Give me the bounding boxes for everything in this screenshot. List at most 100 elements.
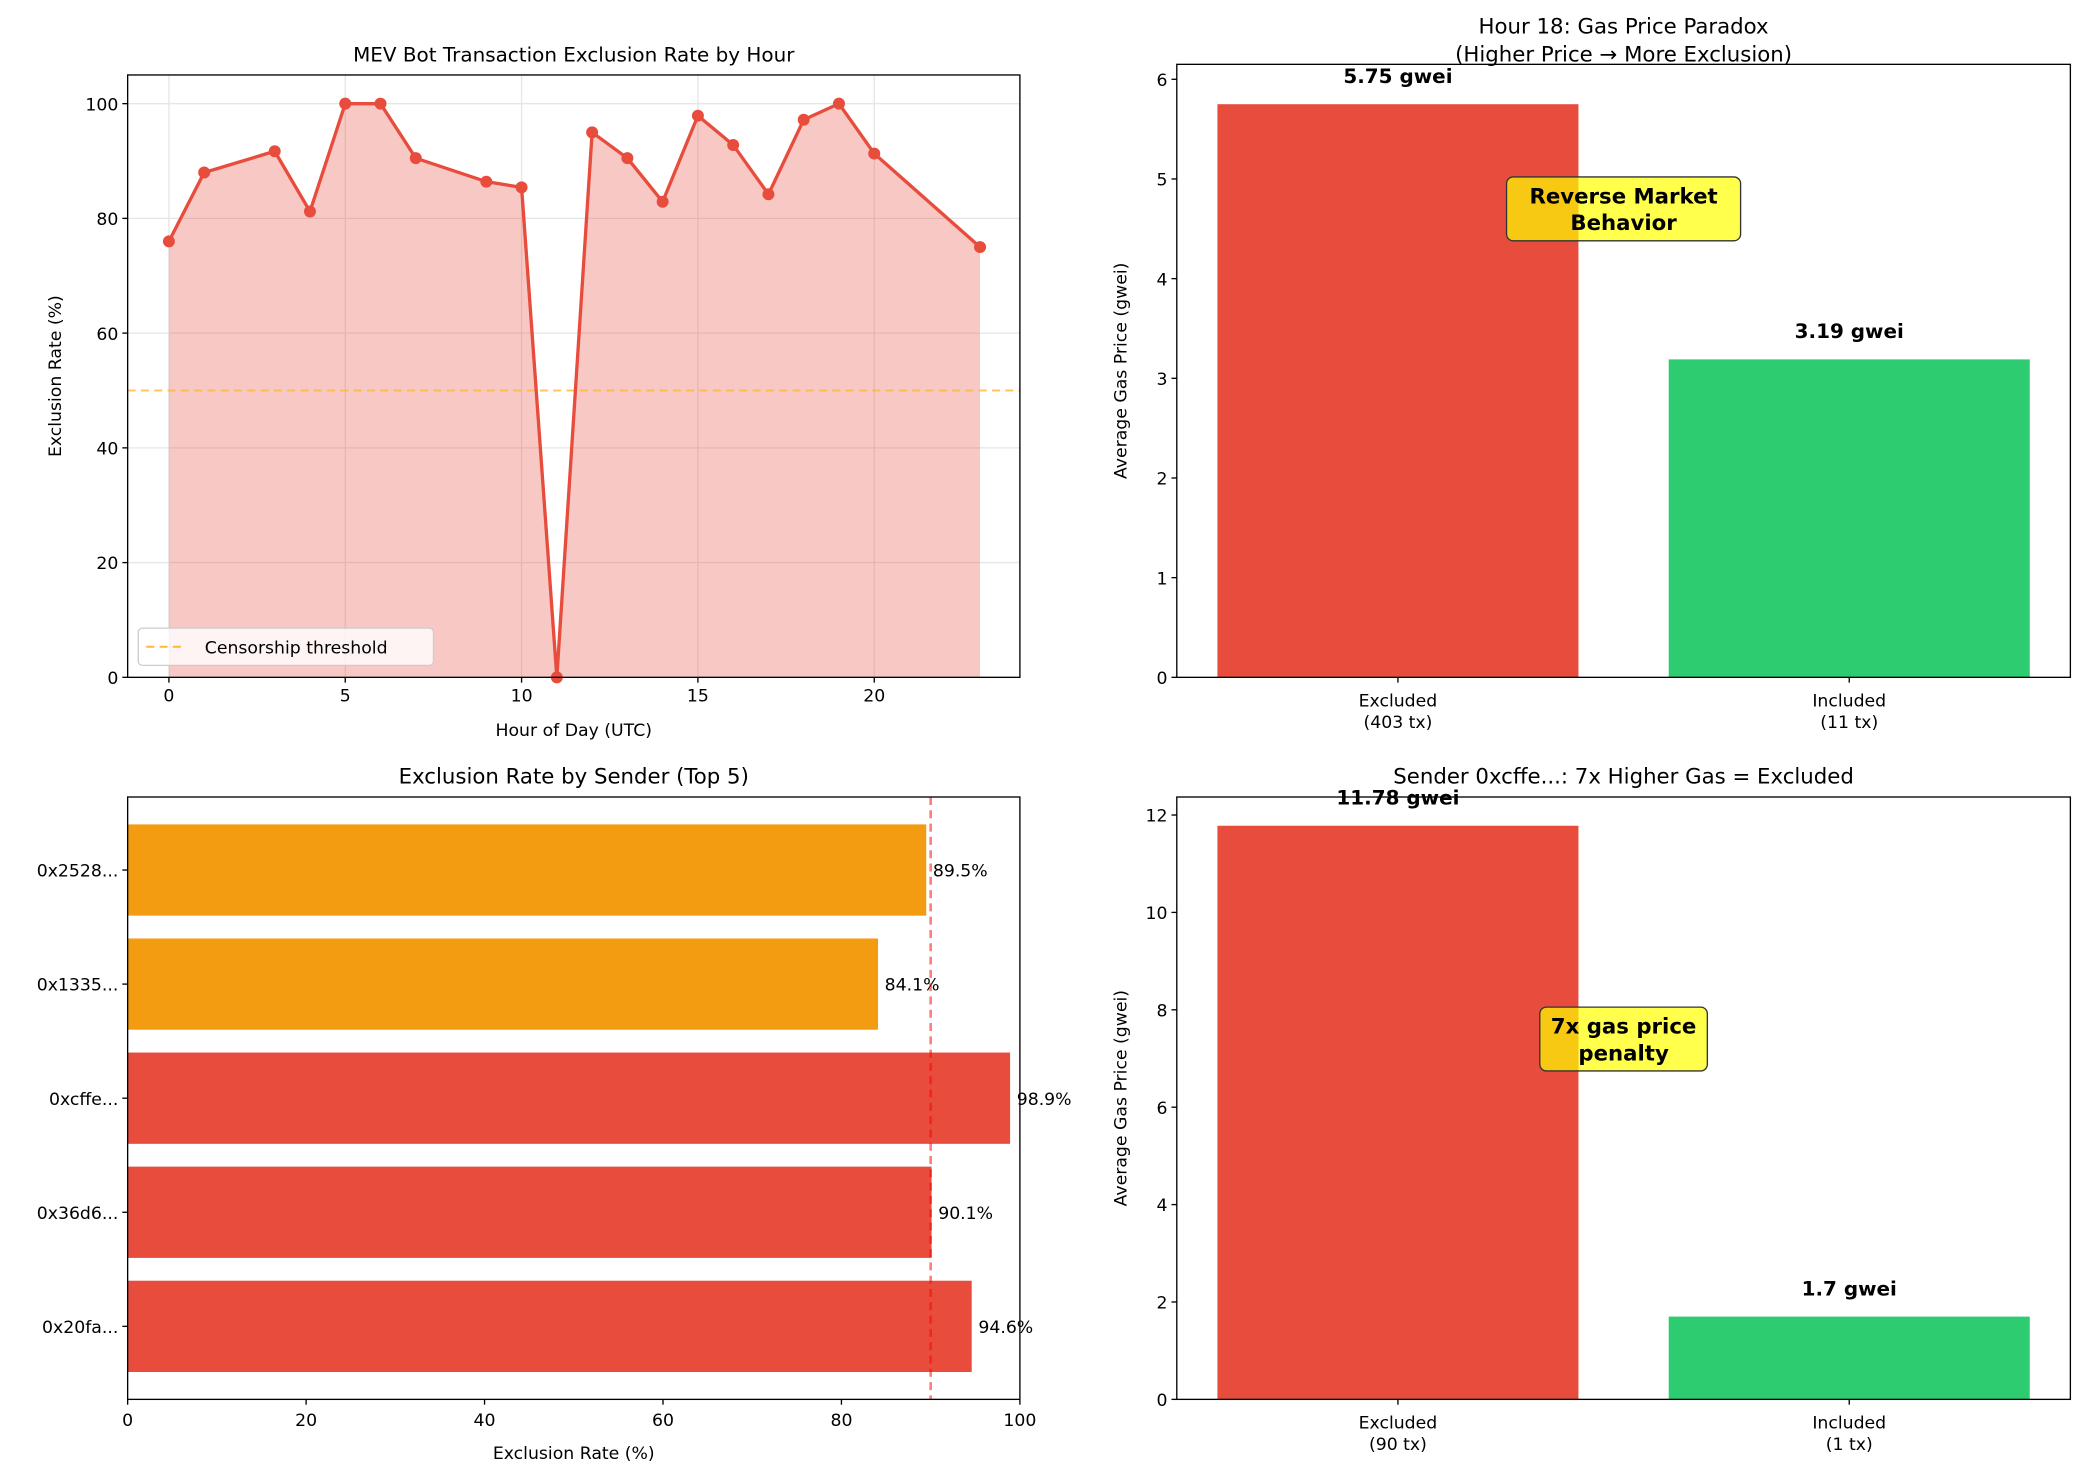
x-tick-label: 100 — [1003, 1411, 1036, 1431]
bar-value-label: 94.6% — [978, 1318, 1033, 1338]
y-tick-label: 20 — [96, 554, 118, 574]
x-tick-label: 20 — [863, 686, 885, 706]
annotation-text: Reverse Market — [1529, 185, 1717, 210]
bar — [1668, 1316, 2030, 1400]
area-fill — [168, 103, 981, 678]
data-point — [586, 126, 599, 139]
x-tick-label: Included — [1812, 692, 1886, 712]
data-point — [303, 205, 316, 218]
data-point — [656, 195, 669, 208]
bar — [127, 938, 879, 1030]
x-tick-label: 60 — [652, 1411, 674, 1431]
x-tick-label: 15 — [687, 686, 709, 706]
y-tick-label: 2 — [1156, 1294, 1167, 1314]
axes-frame — [1176, 796, 2072, 1401]
bar-value-label: 84.1% — [885, 976, 940, 996]
data-point — [621, 152, 634, 165]
bar-value-label: 89.5% — [933, 862, 988, 882]
bar-value-label: 5.75 gwei — [1343, 64, 1452, 88]
y-tick-label: 0x1335... — [37, 976, 119, 996]
legend — [137, 627, 435, 667]
annotation-text: penalty — [1578, 1041, 1669, 1066]
x-tick-label: 5 — [340, 686, 351, 706]
x-tick-label: 10 — [511, 686, 533, 706]
data-point — [480, 175, 493, 188]
legend-label: Censorship threshold — [205, 638, 388, 658]
bar — [1217, 825, 1579, 1400]
x-tick-label: 20 — [295, 1411, 317, 1431]
bar — [127, 1052, 1011, 1144]
data-point — [868, 147, 881, 160]
y-tick-label: 2 — [1156, 470, 1167, 490]
chart-subtitle: (Higher Price → More Exclusion) — [1455, 43, 1792, 68]
data-point — [409, 152, 422, 165]
y-tick-label: 6 — [1156, 1099, 1167, 1119]
y-tick-label: 0x2528... — [37, 862, 119, 882]
bar-value-label: 90.1% — [938, 1204, 993, 1224]
annotation-text: 7x gas price — [1551, 1015, 1697, 1040]
line-chart: 0 5 10 15 20 0 20 40 60 80 100 Censorship threshold… — [46, 43, 1020, 741]
data-point — [727, 138, 740, 151]
bar-value-label: 98.9% — [1017, 1090, 1072, 1110]
data-point — [832, 97, 845, 110]
y-tick-label: 0 — [107, 669, 118, 689]
y-tick-label: 0xcffe... — [49, 1090, 118, 1110]
x-tick-label: 0 — [122, 1411, 133, 1431]
y-tick-label: 0x36d6... — [37, 1204, 119, 1224]
bar — [127, 1280, 972, 1372]
annotation-box — [1505, 176, 1742, 242]
bar — [127, 1166, 932, 1258]
data-point — [515, 181, 528, 194]
chart-title: Sender 0xcffe...: 7x Higher Gas = Exclud… — [1393, 765, 1854, 790]
y-tick-label: 3 — [1156, 370, 1167, 390]
x-tick-label: Excluded — [1359, 1414, 1438, 1434]
y-tick-label: 80 — [96, 210, 118, 230]
data-point — [797, 113, 810, 126]
y-tick-label: 0 — [1156, 669, 1167, 689]
y-tick-label: 0 — [1156, 1391, 1167, 1411]
x-axis-label: Hour of Day (UTC) — [496, 721, 653, 741]
y-tick-label: 6 — [1156, 71, 1167, 91]
x-tick-label: (90 tx) — [1369, 1435, 1427, 1455]
bar-value-label: 3.19 gwei — [1795, 319, 1904, 343]
sender-barh-chart: 94.6% 0x20fa... 90.1% 0x36d6... 98.9% 0xcffe.… — [37, 765, 1072, 1464]
y-tick-label: 5 — [1156, 171, 1167, 191]
y-tick-label: 100 — [85, 95, 118, 115]
y-tick-label: 4 — [1156, 270, 1167, 290]
bar-value-label: 1.7 gwei — [1802, 1276, 1897, 1300]
annotation-text: Behavior — [1570, 211, 1677, 236]
data-point — [268, 145, 281, 158]
x-tick-label: (11 tx) — [1820, 713, 1878, 733]
x-tick-label: (403 tx) — [1363, 713, 1432, 733]
chart-title: Exclusion Rate by Sender (Top 5) — [399, 765, 749, 790]
data-point — [198, 166, 211, 179]
y-tick-label: 8 — [1156, 1001, 1167, 1021]
annotation-box — [1539, 1006, 1709, 1072]
x-tick-label: 40 — [474, 1411, 496, 1431]
hour18-bar-chart: 0 1 2 3 4 5 6 5.75 gwei Excluded(403 tx) 3.19 gwe… — [1111, 15, 2030, 733]
y-axis-label: Exclusion Rate (%) — [46, 295, 66, 457]
x-axis-label: Exclusion Rate (%) — [493, 1444, 655, 1464]
y-tick-label: 12 — [1146, 807, 1168, 827]
data-point — [339, 97, 352, 110]
axes-frame — [126, 74, 1021, 678]
axes-frame — [1176, 63, 2072, 678]
y-tick-label: 10 — [1146, 904, 1168, 924]
x-tick-label: Excluded — [1359, 692, 1438, 712]
x-tick-label: 0 — [163, 686, 174, 706]
data-point — [374, 97, 387, 110]
axes-frame — [126, 796, 1021, 1401]
y-tick-label: 40 — [96, 440, 118, 460]
chart-title: Hour 18: Gas Price Paradox — [1479, 15, 1769, 40]
data-point — [162, 235, 175, 248]
x-tick-label: (1 tx) — [1826, 1435, 1873, 1455]
y-tick-label: 4 — [1156, 1196, 1167, 1216]
y-tick-label: 60 — [96, 325, 118, 345]
y-tick-label: 0x20fa... — [42, 1318, 118, 1338]
x-tick-label: 80 — [830, 1411, 852, 1431]
bar — [1668, 359, 2030, 678]
y-axis-label: Average Gas Price (gwei) — [1111, 263, 1131, 479]
bar — [127, 824, 927, 916]
